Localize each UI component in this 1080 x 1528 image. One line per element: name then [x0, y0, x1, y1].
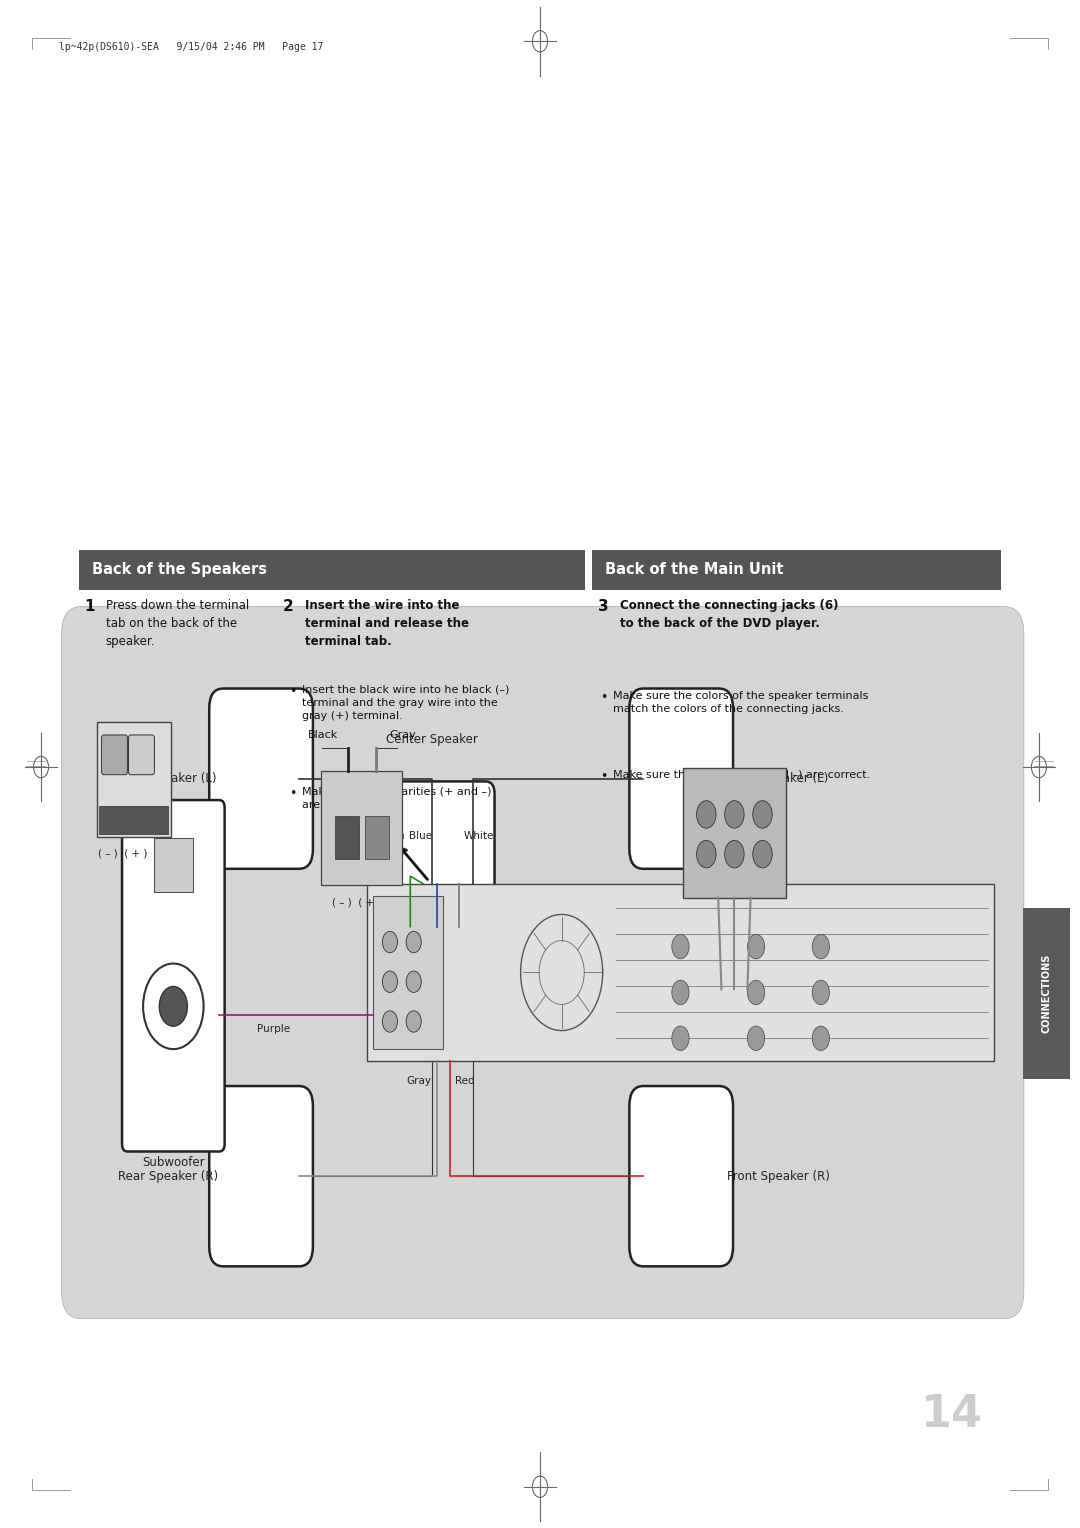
FancyBboxPatch shape — [122, 801, 225, 1152]
FancyBboxPatch shape — [630, 689, 733, 869]
Bar — [322, 770, 403, 885]
Bar — [373, 895, 443, 1050]
Text: Back of the Speakers: Back of the Speakers — [92, 562, 267, 578]
Circle shape — [672, 1027, 689, 1051]
Text: Purple: Purple — [257, 1024, 291, 1034]
Text: Rear Speaker (R): Rear Speaker (R) — [118, 1169, 218, 1183]
Text: Make sure the colors of the speaker terminals
match the colors of the connecting: Make sure the colors of the speaker term… — [613, 691, 868, 714]
Bar — [97, 723, 171, 837]
Text: Center Speaker: Center Speaker — [386, 733, 477, 746]
Circle shape — [382, 931, 397, 953]
Text: Gray: Gray — [389, 730, 416, 741]
Text: Front Speaker (R): Front Speaker (R) — [727, 1169, 831, 1183]
FancyBboxPatch shape — [62, 607, 1024, 1319]
FancyBboxPatch shape — [210, 689, 313, 869]
Text: 2: 2 — [283, 599, 294, 614]
Bar — [154, 839, 193, 892]
FancyBboxPatch shape — [369, 781, 495, 920]
Text: Connect the connecting jacks (6)
to the back of the DVD player.: Connect the connecting jacks (6) to the … — [620, 599, 838, 630]
Bar — [367, 883, 994, 1062]
FancyBboxPatch shape — [129, 735, 154, 775]
Text: •: • — [600, 691, 608, 704]
Text: ( – )  ( + ): ( – ) ( + ) — [332, 898, 381, 908]
Circle shape — [406, 972, 421, 993]
Text: Insert the black wire into he black (–)
terminal and the gray wire into the
gray: Insert the black wire into he black (–) … — [302, 685, 510, 721]
FancyBboxPatch shape — [630, 1086, 733, 1267]
Circle shape — [812, 981, 829, 1005]
Circle shape — [406, 931, 421, 953]
Circle shape — [753, 840, 772, 868]
Text: •: • — [600, 770, 608, 784]
Circle shape — [160, 987, 188, 1027]
Text: White: White — [463, 831, 494, 840]
Bar — [373, 908, 491, 926]
Circle shape — [725, 801, 744, 828]
Text: Gray: Gray — [406, 1077, 431, 1086]
Circle shape — [812, 935, 829, 960]
Circle shape — [747, 935, 765, 960]
Text: •: • — [289, 787, 297, 801]
Text: Black: Black — [308, 730, 338, 741]
Bar — [335, 816, 359, 859]
Circle shape — [672, 981, 689, 1005]
Text: 3: 3 — [598, 599, 609, 614]
Circle shape — [406, 1012, 421, 1033]
Circle shape — [697, 801, 716, 828]
Circle shape — [747, 981, 765, 1005]
Text: Rear Speaker (L): Rear Speaker (L) — [118, 772, 216, 785]
Circle shape — [812, 1027, 829, 1051]
Text: Front Speaker (L): Front Speaker (L) — [727, 772, 828, 785]
Text: 14: 14 — [921, 1394, 983, 1436]
Text: Make sure the polarities (+ and –) are correct.: Make sure the polarities (+ and –) are c… — [613, 770, 870, 781]
Text: Press down the terminal
tab on the back of the
speaker.: Press down the terminal tab on the back … — [106, 599, 249, 648]
Bar — [99, 807, 168, 834]
Text: CONNECTIONS: CONNECTIONS — [1041, 953, 1052, 1033]
FancyBboxPatch shape — [210, 1086, 313, 1267]
Text: Subwoofer: Subwoofer — [143, 1157, 204, 1169]
Text: Insert the wire into the
terminal and release the
terminal tab.: Insert the wire into the terminal and re… — [305, 599, 469, 648]
Text: 1: 1 — [84, 599, 95, 614]
FancyBboxPatch shape — [102, 735, 127, 775]
Circle shape — [725, 840, 744, 868]
FancyBboxPatch shape — [1023, 908, 1070, 1079]
FancyBboxPatch shape — [79, 550, 585, 590]
Text: Back of the Main Unit: Back of the Main Unit — [605, 562, 783, 578]
Text: •: • — [289, 685, 297, 698]
Text: lp~42p(DS610)-SEA   9/15/04 2:46 PM   Page 17: lp~42p(DS610)-SEA 9/15/04 2:46 PM Page 1… — [59, 41, 324, 52]
Circle shape — [382, 972, 397, 993]
Text: ( – )  ( + ): ( – ) ( + ) — [98, 850, 148, 859]
Text: Make sure the polarities (+ and –)
are correct.: Make sure the polarities (+ and –) are c… — [302, 787, 491, 810]
Circle shape — [747, 1027, 765, 1051]
Bar — [365, 816, 389, 859]
Bar — [684, 767, 786, 898]
Circle shape — [697, 840, 716, 868]
Circle shape — [672, 935, 689, 960]
Text: Red: Red — [455, 1077, 474, 1086]
Circle shape — [382, 1012, 397, 1033]
Text: Green: Green — [374, 831, 405, 840]
Circle shape — [753, 801, 772, 828]
Text: Blue: Blue — [408, 831, 432, 840]
FancyBboxPatch shape — [592, 550, 1001, 590]
